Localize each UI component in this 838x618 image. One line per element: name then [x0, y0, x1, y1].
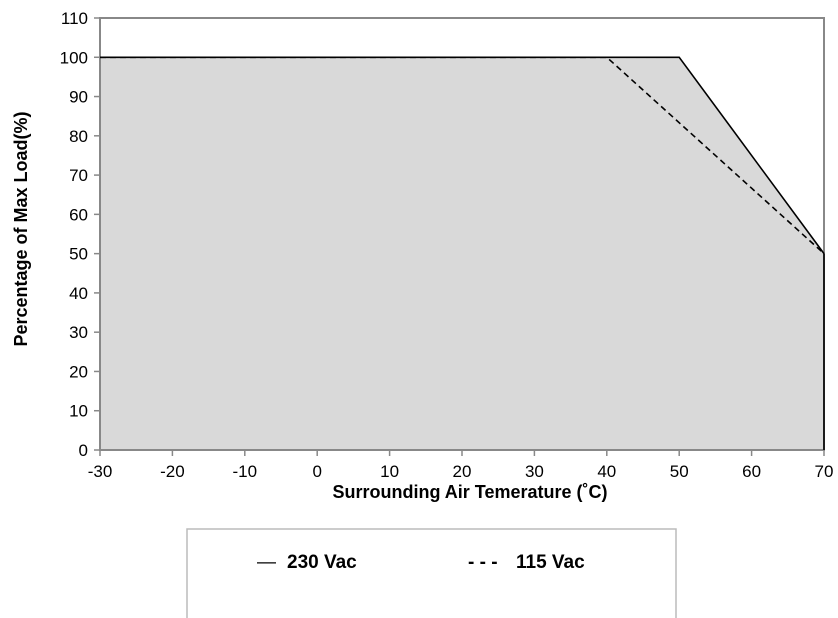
- x-tick-label: -10: [233, 462, 258, 481]
- y-tick-label: 20: [69, 362, 88, 381]
- y-axis-title: Percentage of Max Load(%): [11, 111, 31, 346]
- legend-marker-230vac: —: [257, 552, 276, 573]
- y-tick-label: 60: [69, 205, 88, 224]
- x-tick-label: 10: [380, 462, 399, 481]
- x-tick-label: 20: [453, 462, 472, 481]
- y-tick-label: 0: [79, 441, 88, 460]
- x-axis-title: Surrounding Air Temerature (˚C): [332, 482, 607, 502]
- series-line-115-vac: [100, 56, 825, 255]
- x-tick-label: 30: [525, 462, 544, 481]
- y-tick-label: 90: [69, 88, 88, 107]
- x-tick-label: 50: [670, 462, 689, 481]
- y-tick-label: 30: [69, 323, 88, 342]
- legend-marker-115vac: - - -: [468, 552, 498, 573]
- legend-label-115vac: 115 Vac: [516, 552, 585, 573]
- plot-frame: [99, 17, 825, 451]
- legend-label-230vac: 230 Vac: [287, 552, 357, 573]
- y-tick-label: 100: [60, 48, 88, 67]
- plot-area: 0 10 20 30 40 50 60 70 80 90 100 110 -30 -20 -10 0 10 20…: [60, 9, 834, 481]
- load-area-fill: [100, 57, 824, 450]
- y-tick-label: 50: [69, 245, 88, 264]
- x-tick-label: 0: [312, 462, 321, 481]
- x-tick-label: -30: [88, 462, 113, 481]
- y-tick-label: 110: [61, 9, 88, 28]
- legend-box: [186, 528, 677, 618]
- y-tick-label: 10: [69, 402, 88, 421]
- series-lines: [100, 56, 825, 450]
- y-tick-label: 40: [69, 284, 88, 303]
- y-tick-label: 80: [69, 127, 88, 146]
- x-axis-ticks: -30 -20 -10 0 10 20 30 40 50 60 70: [88, 450, 834, 481]
- x-tick-label: -20: [160, 462, 185, 481]
- x-tick-label: 40: [597, 462, 616, 481]
- y-axis-ticks: 0 10 20 30 40 50 60 70 80 90 100 110: [60, 9, 100, 460]
- x-tick-label: 60: [742, 462, 761, 481]
- x-tick-label: 70: [815, 462, 834, 481]
- legend: — 230 Vac - - - 115 Vac: [186, 528, 677, 618]
- y-tick-label: 70: [69, 166, 88, 185]
